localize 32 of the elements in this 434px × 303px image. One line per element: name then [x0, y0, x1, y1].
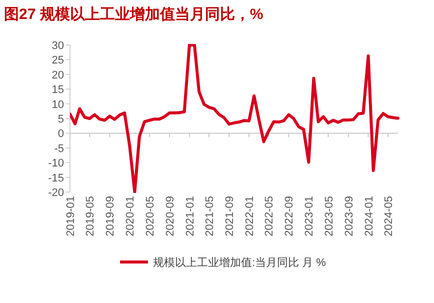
x-tick-label: 2020-09 [164, 196, 176, 236]
legend: 规模以上工业增加值:当月同比 月 % [120, 257, 326, 269]
x-tick-label: 2019-09 [104, 196, 117, 236]
x-tick-label: 2024-01 [363, 196, 376, 236]
y-tick-label: 5 [58, 114, 64, 126]
x-tick-label: 2022-05 [264, 196, 276, 236]
legend-label: 规模以上工业增加值:当月同比 月 % [153, 256, 326, 269]
y-tick-label: 30 [52, 40, 64, 52]
y-tick-label: -5 [54, 142, 64, 155]
x-tick-label: 2021-01 [184, 196, 196, 236]
x-tick-label: 2020-01 [124, 196, 137, 236]
x-tick-label: 2023-01 [304, 196, 316, 236]
x-tick-label: 2023-09 [343, 196, 356, 236]
y-tick-label: -10 [48, 158, 64, 170]
x-tick-label: 2023-05 [323, 196, 336, 236]
x-tick-label: 2022-01 [244, 196, 256, 236]
y-tick-label: 25 [52, 54, 64, 67]
x-tick-label: 2019-05 [84, 196, 97, 236]
y-tick-label: 15 [52, 84, 64, 96]
title: 图27 规模以上工业增加值当月同比，% [4, 6, 264, 23]
y-tick-label: 20 [52, 69, 64, 82]
x-tick-label: 2019-01 [65, 196, 77, 236]
x-tick-label: 2022-09 [284, 196, 296, 236]
x-tick-label: 2021-09 [224, 196, 236, 236]
y-tick-label: 10 [52, 98, 64, 111]
y-tick-label: -15 [48, 172, 64, 184]
x-tick-label: 2021-05 [204, 196, 216, 236]
x-tick-label: 2024-05 [383, 196, 396, 236]
x-tick-label: 2020-05 [144, 196, 156, 236]
y-tick-label: -20 [48, 187, 64, 199]
y-tick-label: 0 [58, 128, 64, 140]
line-series [70, 44, 400, 193]
